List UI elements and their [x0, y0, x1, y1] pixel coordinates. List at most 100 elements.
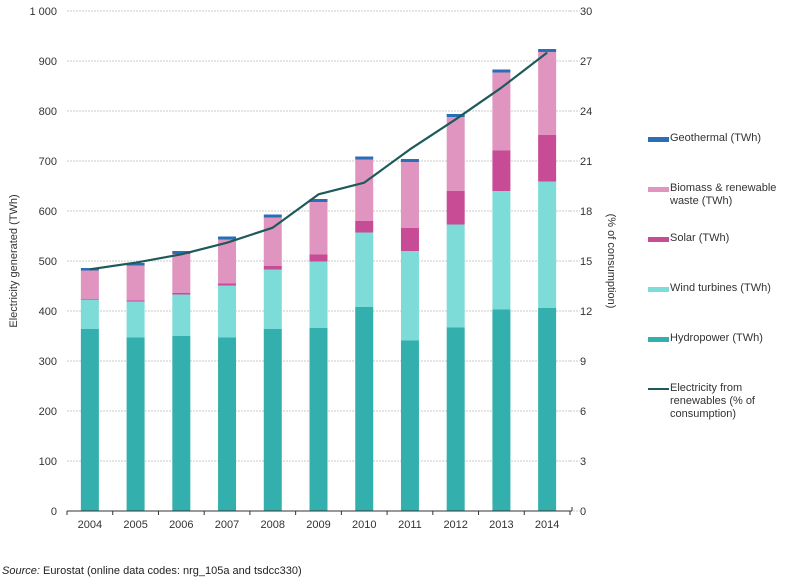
legend-label: Biomass & renewable waste (TWh): [670, 182, 777, 207]
bar-wind-2005: [126, 301, 145, 338]
y-tick-label: 300: [39, 356, 57, 368]
y-tick-label: 400: [39, 306, 57, 318]
bar-geothermal-2007: [218, 236, 237, 240]
bar-geothermal-2008: [263, 214, 282, 218]
x-tick-label: 2013: [489, 519, 513, 531]
legend-swatch: [648, 337, 669, 342]
y-tick-label: 200: [39, 406, 57, 418]
x-tick-label: 2004: [78, 519, 102, 531]
bar-solar-2009: [309, 254, 328, 262]
y2-tick-label: 30: [580, 6, 592, 18]
bar-hydropower-2012: [446, 327, 465, 511]
bar-wind-2008: [263, 269, 282, 329]
x-tick-label: 2008: [261, 519, 285, 531]
bar-geothermal-2009: [309, 199, 328, 202]
bar-solar-2014: [538, 135, 557, 182]
bar-hydropower-2007: [218, 337, 237, 511]
bar-biomass-2007: [218, 239, 237, 284]
bar-biomass-2009: [309, 202, 328, 255]
y2-tick-label: 21: [580, 156, 592, 168]
chart: 0 100 200 300 400 500 600 700 800 900 1 000 0 3 6 9 12 1…: [8, 6, 617, 531]
y2-tick-label: 6: [580, 406, 586, 418]
renewables-line: [89, 51, 548, 271]
legend-swatch: [648, 287, 669, 292]
y-axis-title: Electricity generated (TWh): [8, 194, 20, 327]
y2-axis-title: (% of consumption): [605, 214, 617, 309]
bar-wind-2013: [492, 191, 511, 310]
bar-solar-2012: [446, 191, 465, 225]
y-tick-label: 500: [39, 256, 57, 268]
bar-geothermal-2014: [538, 49, 557, 52]
x-tick-label: 2010: [352, 519, 376, 531]
bar-hydropower-2010: [355, 307, 374, 511]
bar-hydropower-2014: [538, 308, 557, 511]
legend-item: Geothermal (TWh): [648, 132, 761, 145]
y2-tick-label: 0: [580, 506, 586, 518]
bar-solar-2004: [80, 299, 99, 300]
bar-solar-2010: [355, 221, 374, 233]
bar-biomass-2008: [263, 217, 282, 266]
source-text: Eurostat (online data codes: nrg_105a an…: [39, 565, 302, 577]
bar-wind-2014: [538, 181, 557, 308]
source-note: Source: Eurostat (online data codes: nrg…: [2, 565, 302, 577]
bar-biomass-2005: [126, 265, 145, 301]
bar-geothermal-2011: [400, 159, 419, 162]
y-tick-label: 700: [39, 156, 57, 168]
legend-item: Biomass & renewable waste (TWh): [648, 182, 800, 208]
y-tick-label: 600: [39, 206, 57, 218]
x-tick-label: 2014: [535, 519, 559, 531]
bar-hydropower-2008: [263, 329, 282, 511]
bar-wind-2007: [218, 285, 237, 338]
legend-item: Hydropower (TWh): [648, 332, 763, 345]
legend-label: Hydropower (TWh): [670, 332, 763, 344]
legend-item: Solar (TWh): [648, 232, 729, 245]
gridlines: [67, 10, 580, 512]
legend-swatch: [648, 137, 669, 142]
bar-wind-2004: [80, 300, 99, 329]
bar-solar-2008: [263, 266, 282, 270]
legend-swatch: [648, 237, 669, 242]
bar-hydropower-2006: [172, 336, 191, 511]
bar-solar-2007: [218, 283, 237, 286]
source-prefix: Source:: [2, 565, 40, 577]
bar-solar-2005: [126, 300, 145, 302]
bar-geothermal-2012: [446, 114, 465, 117]
y2-tick-label: 12: [580, 306, 592, 318]
bar-hydropower-2009: [309, 328, 328, 511]
y2-tick-label: 27: [580, 56, 592, 68]
legend-item: Electricity from renewables (% of consum…: [648, 382, 800, 421]
x-tick-label: 2007: [215, 519, 239, 531]
legend-swatch: [648, 187, 669, 192]
y2-tick-label: 15: [580, 256, 592, 268]
x-tick-label: 2009: [306, 519, 330, 531]
bar-wind-2011: [400, 251, 419, 341]
bar-geothermal-2006: [172, 251, 191, 254]
x-tick-label: 2005: [123, 519, 147, 531]
legend-item: Wind turbines (TWh): [648, 282, 771, 295]
bar-wind-2010: [355, 232, 374, 307]
bar-wind-2012: [446, 224, 465, 328]
bar-biomass-2012: [446, 117, 465, 191]
bar-biomass-2006: [172, 254, 191, 293]
bar-biomass-2014: [538, 52, 557, 135]
y2-tick-label: 9: [580, 356, 586, 368]
bar-hydropower-2013: [492, 309, 511, 511]
bar-solar-2011: [400, 228, 419, 251]
bar-geothermal-2005: [126, 263, 145, 266]
bar-hydropower-2004: [80, 329, 99, 511]
y-tick-label: 100: [39, 456, 57, 468]
legend-label: Electricity from renewables (% of consum…: [670, 382, 755, 420]
y2-tick-label: 18: [580, 206, 592, 218]
y2-tick-label: 24: [580, 106, 592, 118]
bar-hydropower-2005: [126, 337, 145, 511]
y-tick-label: 900: [39, 56, 57, 68]
bar-biomass-2004: [80, 270, 99, 300]
y-tick-label: 1 000: [29, 6, 57, 18]
y-tick-label: 800: [39, 106, 57, 118]
x-tick-label: 2012: [443, 519, 467, 531]
x-tick-label: 2006: [169, 519, 193, 531]
bar-biomass-2010: [355, 159, 374, 221]
legend-label: Geothermal (TWh): [670, 132, 762, 144]
x-tick-label: 2011: [398, 519, 422, 531]
bar-solar-2006: [172, 293, 191, 295]
